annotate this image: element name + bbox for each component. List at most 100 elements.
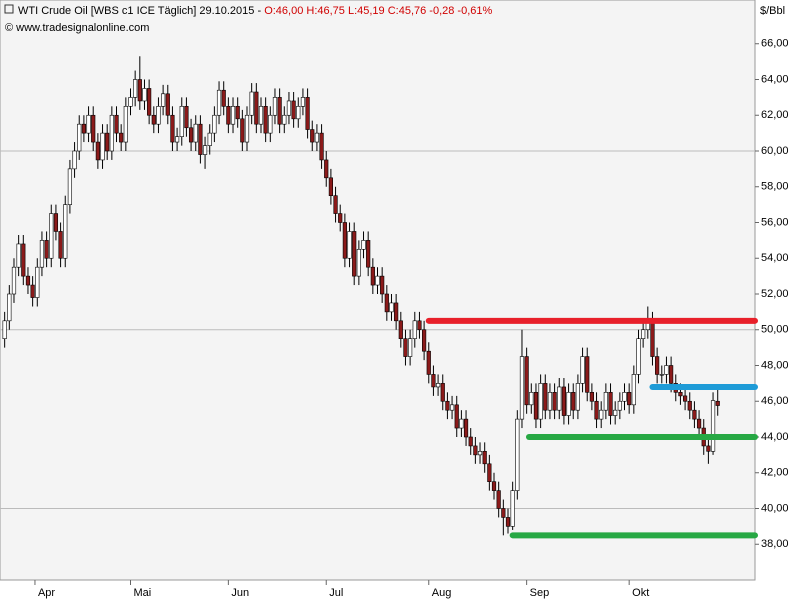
candle-body [188, 127, 194, 143]
x-tick-label: Sep [530, 587, 550, 599]
candle-body [515, 418, 520, 491]
candle-body [21, 243, 26, 277]
candle-body [277, 97, 282, 125]
candle-body [692, 409, 697, 420]
candle-body [669, 365, 674, 384]
candle-body [207, 132, 212, 146]
candle-body [100, 132, 105, 161]
candle-body [533, 392, 539, 420]
candle-body [184, 106, 189, 129]
candle-body [468, 436, 473, 447]
candle-body [193, 123, 198, 143]
candle-body [599, 409, 604, 420]
candle-body [165, 93, 170, 116]
candle-body [314, 132, 320, 143]
candle-body [482, 450, 487, 465]
candle-body [268, 114, 273, 134]
candle-body [398, 320, 403, 339]
candle-body [655, 356, 660, 375]
candle-body [408, 338, 413, 357]
candle-body [659, 374, 664, 376]
candle-body [650, 320, 655, 357]
candle-body [221, 89, 226, 107]
candle-body [417, 320, 422, 331]
candle-body [91, 114, 96, 143]
candle-body [216, 89, 222, 116]
candle-body [580, 356, 585, 384]
candle-body [174, 136, 180, 143]
x-tick-label: Okt [632, 587, 649, 599]
candle-body [109, 114, 114, 152]
candle-body [384, 293, 389, 313]
candle-body [86, 114, 91, 134]
candle-body [538, 383, 543, 420]
candle-body [510, 490, 515, 527]
candle-body [128, 97, 133, 107]
y-tick-label: 46,00 [761, 395, 789, 407]
candle-body [49, 213, 54, 259]
y-tick-label: 38,00 [761, 538, 789, 550]
candle-body [389, 302, 394, 313]
candle-body [491, 481, 497, 491]
candle-body [710, 400, 716, 452]
candle-body [338, 213, 343, 223]
candle-body [459, 418, 464, 429]
candle-body [566, 392, 571, 416]
x-tick-label: Apr [38, 587, 55, 599]
chart-title: WTI Crude Oil [WBS c1 ICE Täglich] 29.10… [18, 5, 493, 17]
candle-body [352, 231, 357, 277]
candle-body [291, 100, 296, 120]
candle-body [30, 284, 35, 298]
candle-body [463, 418, 469, 438]
candle-body [198, 123, 203, 155]
candle-body [300, 97, 306, 107]
candle-body [589, 392, 594, 402]
candle-body [161, 93, 166, 107]
candle-body [422, 329, 427, 352]
candle-body [39, 240, 45, 268]
candle-body [412, 320, 417, 339]
candle-body [105, 132, 110, 152]
candle-body [212, 114, 217, 134]
candle-body [156, 106, 161, 125]
candle-body [35, 266, 40, 298]
y-tick-label: 62,00 [761, 109, 789, 121]
candle-body [641, 329, 646, 339]
y-tick-label: 66,00 [761, 38, 789, 50]
y-tick-label: 42,00 [761, 467, 789, 479]
candle-body [342, 222, 347, 259]
y-tick-label: 50,00 [761, 324, 789, 336]
candle-body [77, 123, 82, 152]
candle-body [258, 106, 264, 125]
candle-body [547, 392, 553, 411]
candle-body [324, 159, 329, 179]
candle-body [445, 400, 450, 411]
candle-body [571, 392, 576, 411]
candle-body [603, 392, 608, 411]
candle-body [263, 106, 268, 134]
candle-body [361, 240, 366, 250]
candle-body [627, 392, 632, 406]
candle-body [272, 97, 278, 116]
y-tick-label: 54,00 [761, 252, 789, 264]
candle-body [477, 450, 483, 456]
y-tick-label: 44,00 [761, 431, 789, 443]
candle-body [114, 114, 119, 134]
candle-body [310, 129, 315, 143]
y-tick-label: 40,00 [761, 502, 789, 514]
candle-body [454, 404, 459, 429]
candle-body [529, 392, 534, 406]
candle-body [72, 150, 77, 170]
candle-body [240, 118, 245, 143]
candle-body [11, 266, 17, 295]
candle-body [435, 383, 441, 388]
candle-body [380, 275, 385, 295]
candle-body [370, 266, 375, 286]
candle-body [123, 106, 128, 143]
candle-body [119, 132, 124, 143]
title-main: WTI Crude Oil [WBS c1 ICE Täglich] 29.10… [18, 5, 261, 17]
candle-body [25, 275, 31, 286]
y-tick-label: 52,00 [761, 288, 789, 300]
